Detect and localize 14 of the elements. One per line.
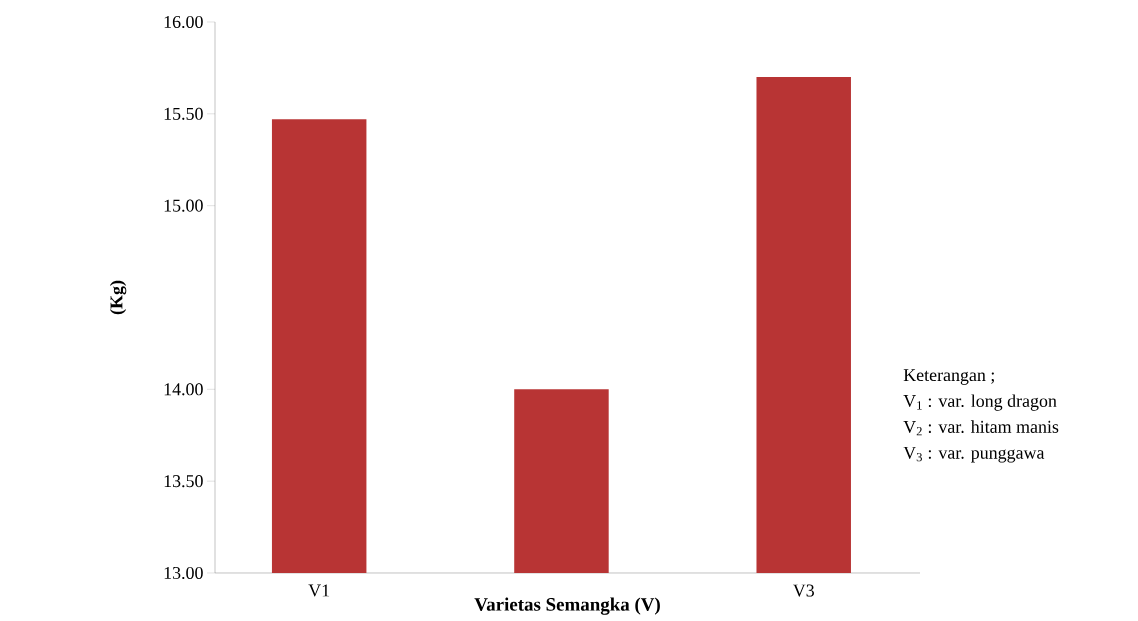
y-tick-label: 16.00	[164, 15, 203, 29]
y-tick-label: 14.00	[164, 383, 203, 396]
annotation: V$_{1}$ : var. long dragon	[903, 394, 1057, 411]
x-tick-label: V3	[792, 584, 814, 597]
annotation: V$_{3}$ : var. punggawa	[903, 446, 1045, 463]
y-axis-title: (Kg)	[109, 280, 127, 315]
y-tick-label: 15.50	[164, 107, 203, 120]
annotation: Keterangan ;	[903, 369, 994, 385]
y-tick-label: 13.00	[164, 566, 203, 580]
y-tick-label: 15.00	[164, 199, 203, 212]
x-tick-label: V1	[308, 584, 330, 597]
x-axis-title: Varietas Semangka (V)	[474, 597, 660, 615]
y-tick-label: 13.50	[164, 475, 203, 488]
annotation: V$_{2}$ : var. hitam manis	[903, 420, 1059, 436]
